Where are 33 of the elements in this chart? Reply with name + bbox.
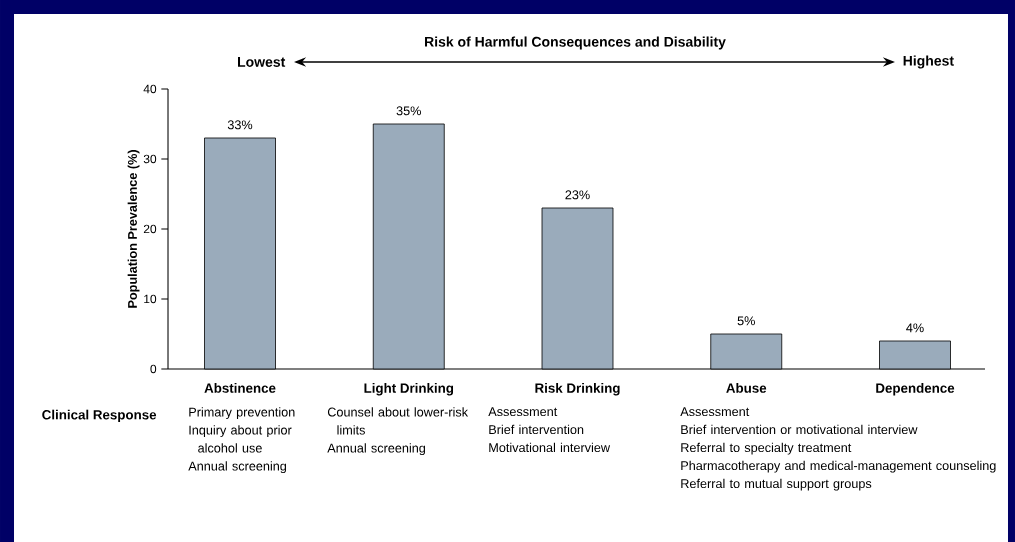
text: Primary prevention — [189, 407, 295, 420]
x-tick-label: Risk Drinking — [535, 383, 620, 396]
text: Annual screening — [188, 461, 287, 474]
y-tick-label: 20 — [143, 224, 157, 234]
text: Counsel about lower-risk limits — [327, 407, 469, 435]
text: Pharmacotherapy and medical-management counseling — [681, 460, 996, 473]
y-tick-label: 40 — [143, 84, 157, 94]
data-label: 5% — [737, 316, 755, 326]
text: Clinical Response — [42, 409, 157, 423]
text: Lowest — [238, 57, 286, 67]
y-tick-label: 0 — [150, 364, 157, 374]
text: Motivational interview — [489, 442, 611, 453]
text: Assessment — [680, 407, 750, 417]
text: Brief intervention — [489, 424, 584, 435]
text: Annual screening — [327, 443, 426, 456]
x-tick-label: Abuse — [726, 383, 767, 393]
data-label: 23% — [565, 190, 590, 200]
data-label: 33% — [227, 120, 253, 130]
x-tick-label: Light Drinking — [364, 383, 454, 396]
y-tick-label: 10 — [144, 294, 157, 304]
text: Highest — [903, 55, 954, 69]
text: Assessment — [488, 407, 558, 417]
x-tick-label: Dependence — [876, 383, 955, 396]
chart-title: Risk of Harmful Consequences and Disability — [425, 36, 726, 50]
text: Referral to specialty treatment — [681, 442, 852, 455]
text: Inquiry about prior alcohol use — [189, 425, 292, 453]
text: Referral to mutual support groups — [681, 478, 872, 491]
x-tick-label: Abstinence — [204, 383, 276, 393]
y-axis-title: Population Prevalence (%) — [127, 150, 140, 308]
data-label: 4% — [906, 323, 924, 333]
text: Brief intervention or motivational interview — [681, 424, 918, 435]
data-label: 35% — [396, 106, 421, 116]
y-tick-label: 30 — [143, 154, 157, 164]
